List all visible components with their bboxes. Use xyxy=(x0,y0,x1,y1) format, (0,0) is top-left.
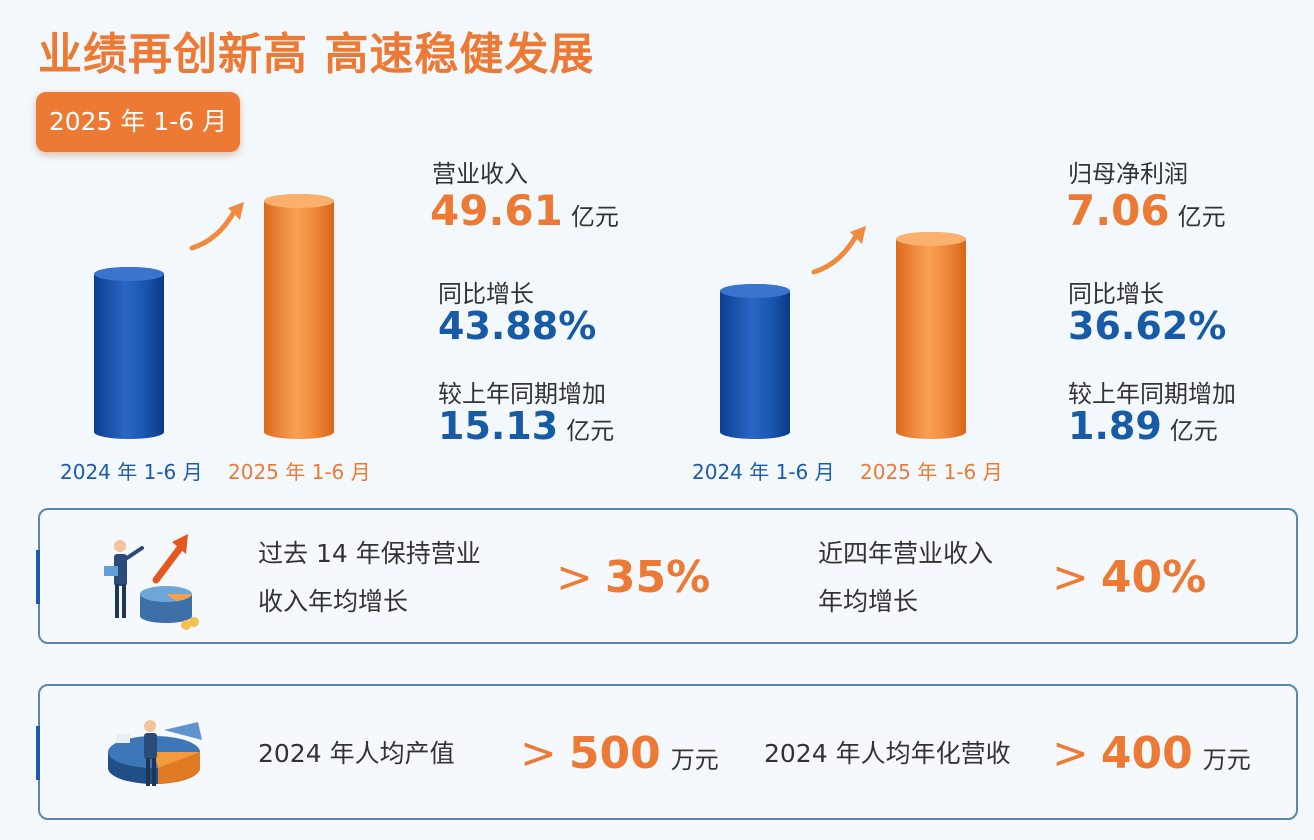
revenue-increase-unit: 亿元 xyxy=(566,417,615,445)
net-profit-label: 归母净利润 xyxy=(1068,160,1188,188)
per-capita-item2-label: 2024 年人均年化营收 xyxy=(764,739,1011,768)
growth-item2-line1: 近四年营业收入 xyxy=(818,539,994,568)
net-profit-yoy-value: 36.62% xyxy=(1068,304,1227,348)
revenue-increase-value: 15.13 xyxy=(438,404,559,448)
revenue-yoy-label: 同比增长 xyxy=(438,280,534,308)
growth-item1-line2: 收入年均增长 xyxy=(258,587,409,616)
net-profit-unit: 亿元 xyxy=(1177,203,1226,231)
greater-than-symbol: > xyxy=(1052,728,1089,779)
revenue-increase-row: 15.13 亿元 xyxy=(438,404,614,448)
growth-item2-line2: 年均增长 xyxy=(818,587,919,616)
revenue-bar-label-2025: 2025 年 1-6 月 xyxy=(228,460,371,484)
page-title: 业绩再创新高 高速稳健发展 xyxy=(38,29,595,80)
per-capita-panel: 2024 年人均产值 >500 万元 2024 年人均年化营收 >400 万元 xyxy=(36,684,1298,820)
per-capita-item1-label: 2024 年人均产值 xyxy=(258,739,455,768)
net-profit-bar-2024 xyxy=(720,284,790,439)
per-capita-item1-value-row: >500 万元 xyxy=(520,728,719,779)
net-profit-bar-label-2024: 2024 年 1-6 月 xyxy=(692,460,835,484)
growth-item2-text: 近四年营业收入 年均增长 xyxy=(818,530,993,626)
net-profit-chart: 2024 年 1-6 月 2025 年 1-6 月 xyxy=(692,180,1022,500)
growth-arrow-icon xyxy=(811,226,866,275)
revenue-value: 49.61 xyxy=(430,186,563,235)
growth-item2-value: 40% xyxy=(1100,552,1207,603)
revenue-increase-label: 较上年同期增加 xyxy=(438,380,606,408)
per-capita-item2-value-row: >400 万元 xyxy=(1052,728,1251,779)
greater-than-symbol: > xyxy=(520,728,557,779)
per-capita-item1-value: 500 xyxy=(568,728,661,779)
per-capita-item2-value: 400 xyxy=(1100,728,1193,779)
net-profit-increase-value: 1.89 xyxy=(1068,404,1162,448)
revenue-bar-2025 xyxy=(264,194,334,439)
net-profit-value: 7.06 xyxy=(1066,186,1170,235)
revenue-chart: 2024 年 1-6 月 2025 年 1-6 月 xyxy=(60,180,390,500)
revenue-bar-label-2024: 2024 年 1-6 月 xyxy=(60,460,203,484)
revenue-label: 营业收入 xyxy=(432,160,528,188)
net-profit-bar-2025 xyxy=(896,232,966,439)
revenue-unit: 亿元 xyxy=(570,203,619,231)
greater-than-symbol: > xyxy=(556,552,593,603)
net-profit-bar-label-2025: 2025 年 1-6 月 xyxy=(860,460,1003,484)
panel-accent xyxy=(36,726,40,780)
businessman-growth-chart-icon xyxy=(104,534,199,630)
growth-item2-value-row: >40% xyxy=(1052,552,1206,603)
growth-item1-line1: 过去 14 年保持营业 xyxy=(258,539,481,568)
growth-item1-text: 过去 14 年保持营业 收入年均增长 xyxy=(258,530,481,626)
net-profit-increase-row: 1.89 亿元 xyxy=(1068,404,1218,448)
per-capita-item1-unit: 万元 xyxy=(670,746,719,774)
revenue-value-row: 49.61 亿元 xyxy=(430,186,619,235)
growth-item1-value-row: >35% xyxy=(556,552,710,603)
growth-item1-value: 35% xyxy=(604,552,711,603)
greater-than-symbol: > xyxy=(1052,552,1089,603)
per-capita-item2-unit: 万元 xyxy=(1202,746,1251,774)
revenue-bar-2024 xyxy=(94,267,164,439)
businessman-pie-chart-icon xyxy=(108,720,202,786)
revenue-yoy-value: 43.88% xyxy=(438,304,597,348)
net-profit-increase-label: 较上年同期增加 xyxy=(1068,380,1236,408)
period-badge: 2025 年 1-6 月 xyxy=(36,92,240,152)
net-profit-yoy-label: 同比增长 xyxy=(1068,280,1164,308)
panel-accent xyxy=(36,550,40,604)
growth-arrow-icon xyxy=(189,202,244,251)
net-profit-increase-unit: 亿元 xyxy=(1169,417,1218,445)
growth-panel: 过去 14 年保持营业 收入年均增长 >35% 近四年营业收入 年均增长 >40… xyxy=(36,508,1298,644)
net-profit-value-row: 7.06 亿元 xyxy=(1066,186,1226,235)
